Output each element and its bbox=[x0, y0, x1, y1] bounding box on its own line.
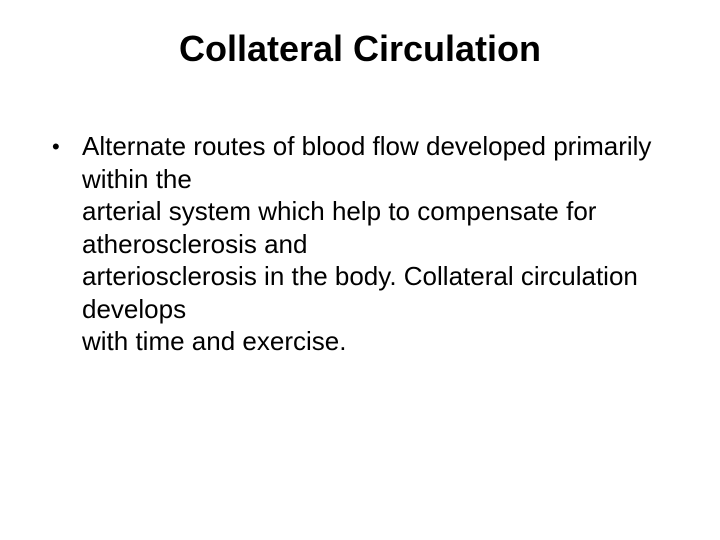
bullet-marker-icon: • bbox=[48, 130, 82, 161]
bullet-text: Alternate routes of blood flow developed… bbox=[82, 130, 668, 358]
slide-content: • Alternate routes of blood flow develop… bbox=[48, 130, 668, 358]
slide-title: Collateral Circulation bbox=[0, 28, 720, 70]
bullet-item: • Alternate routes of blood flow develop… bbox=[48, 130, 668, 358]
